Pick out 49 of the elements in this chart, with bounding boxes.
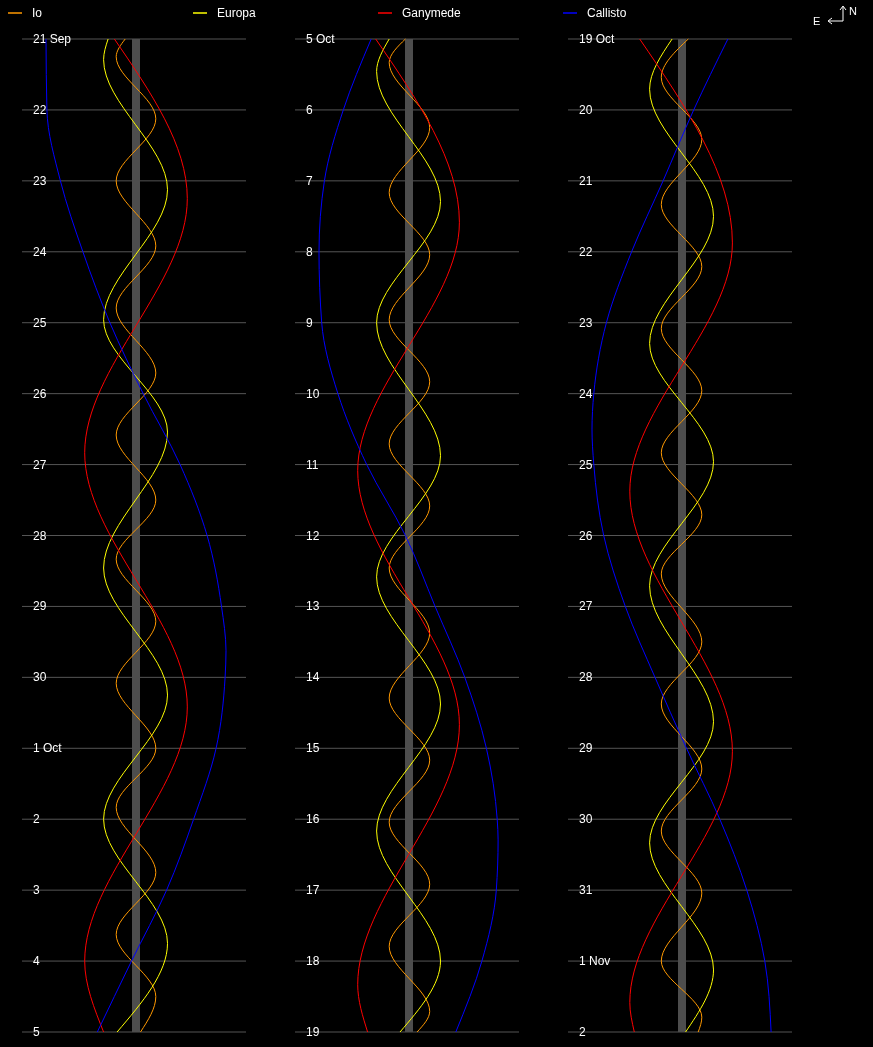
legend-label: Callisto (587, 6, 627, 20)
y-tick-label: 22 (579, 244, 593, 259)
y-tick-label: 27 (579, 599, 593, 614)
y-tick-label: 7 (306, 173, 313, 188)
y-tick-label: 25 (33, 315, 47, 330)
y-tick-label: 9 (306, 315, 313, 330)
y-tick-label: 1 Oct (33, 741, 63, 756)
y-tick-label: 8 (306, 244, 313, 259)
y-tick-label: 23 (579, 315, 593, 330)
y-tick-label: 25 (579, 457, 593, 472)
y-tick-label: 10 (306, 386, 320, 401)
y-tick-label: 28 (33, 528, 47, 543)
y-tick-label: 21 Sep (33, 32, 72, 46)
y-tick-label: 14 (306, 670, 320, 685)
y-tick-label: 18 (306, 954, 320, 969)
y-tick-label: 19 Oct (579, 32, 616, 46)
y-tick-label: 26 (579, 528, 593, 543)
y-tick-label: 24 (33, 244, 47, 259)
y-tick-label: 23 (33, 173, 47, 188)
legend-label: Europa (217, 6, 257, 20)
y-tick-label: 30 (579, 812, 593, 827)
y-tick-label: 29 (33, 599, 47, 614)
y-tick-label: 2 (33, 812, 40, 827)
y-tick-label: 26 (33, 386, 47, 401)
y-tick-label: 6 (306, 102, 313, 117)
y-tick-label: 30 (33, 670, 47, 685)
y-tick-label: 12 (306, 528, 320, 543)
legend-label: Io (32, 6, 43, 20)
y-tick-label: 27 (33, 457, 47, 472)
y-tick-label: 4 (33, 954, 40, 969)
y-tick-label: 13 (306, 599, 320, 614)
y-tick-label: 22 (33, 102, 47, 117)
y-tick-label: 24 (579, 386, 593, 401)
y-tick-label: 31 (579, 883, 593, 898)
y-tick-label: 1 Nov (579, 954, 611, 969)
y-tick-label: 2 (579, 1025, 586, 1039)
y-tick-label: 20 (579, 102, 593, 117)
y-tick-label: 28 (579, 670, 593, 685)
y-tick-label: 3 (33, 883, 40, 898)
legend-label: Ganymede (402, 6, 462, 20)
y-tick-label: 11 (306, 457, 319, 472)
y-tick-label: 5 (33, 1025, 40, 1039)
y-tick-label: 19 (306, 1025, 320, 1039)
y-tick-label: 16 (306, 812, 320, 827)
y-tick-label: 21 (579, 173, 593, 188)
y-tick-label: 15 (306, 741, 320, 756)
y-tick-label: 5 Oct (306, 32, 336, 46)
y-tick-label: 29 (579, 741, 593, 756)
y-tick-label: 17 (306, 883, 320, 898)
